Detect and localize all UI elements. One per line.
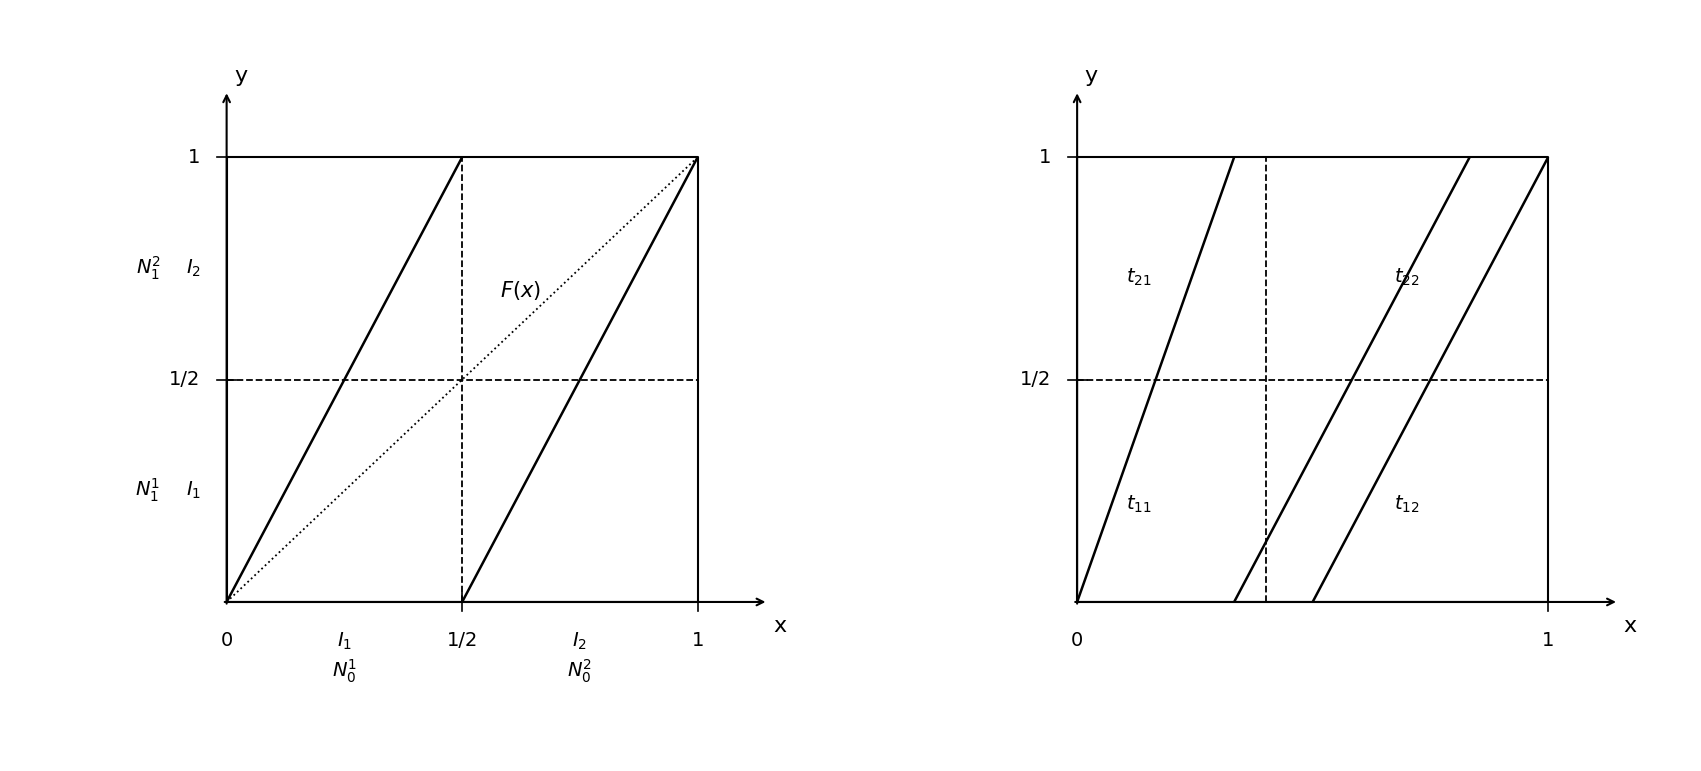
Text: $F(x)$: $F(x)$ bbox=[500, 279, 541, 302]
Text: $t_{21}$: $t_{21}$ bbox=[1126, 267, 1152, 288]
Text: x: x bbox=[1623, 617, 1636, 636]
Text: $I_2$: $I_2$ bbox=[185, 258, 201, 279]
Text: 1: 1 bbox=[189, 148, 201, 167]
Text: $t_{22}$: $t_{22}$ bbox=[1395, 267, 1420, 288]
Text: $N_1^1$: $N_1^1$ bbox=[136, 477, 160, 504]
Text: $I_1$: $I_1$ bbox=[185, 480, 201, 501]
Text: y: y bbox=[235, 66, 247, 86]
Text: $N_1^2$: $N_1^2$ bbox=[136, 254, 160, 282]
Text: 1: 1 bbox=[1039, 148, 1051, 167]
Text: 1/2: 1/2 bbox=[170, 370, 201, 389]
Text: $I_2$: $I_2$ bbox=[573, 631, 587, 652]
Text: $N_0^1$: $N_0^1$ bbox=[332, 658, 357, 685]
Text: $I_1$: $I_1$ bbox=[337, 631, 352, 652]
Text: $N_0^2$: $N_0^2$ bbox=[568, 658, 592, 685]
Text: 1/2: 1/2 bbox=[1021, 370, 1051, 389]
Text: 0: 0 bbox=[1072, 631, 1084, 650]
Text: y: y bbox=[1085, 66, 1097, 86]
Text: 1: 1 bbox=[1543, 631, 1555, 650]
Text: $t_{11}$: $t_{11}$ bbox=[1126, 493, 1152, 515]
Text: 1/2: 1/2 bbox=[446, 631, 478, 650]
Text: 1: 1 bbox=[692, 631, 704, 650]
Text: $t_{12}$: $t_{12}$ bbox=[1395, 493, 1420, 515]
Text: x: x bbox=[772, 617, 786, 636]
Text: 0: 0 bbox=[221, 631, 233, 650]
